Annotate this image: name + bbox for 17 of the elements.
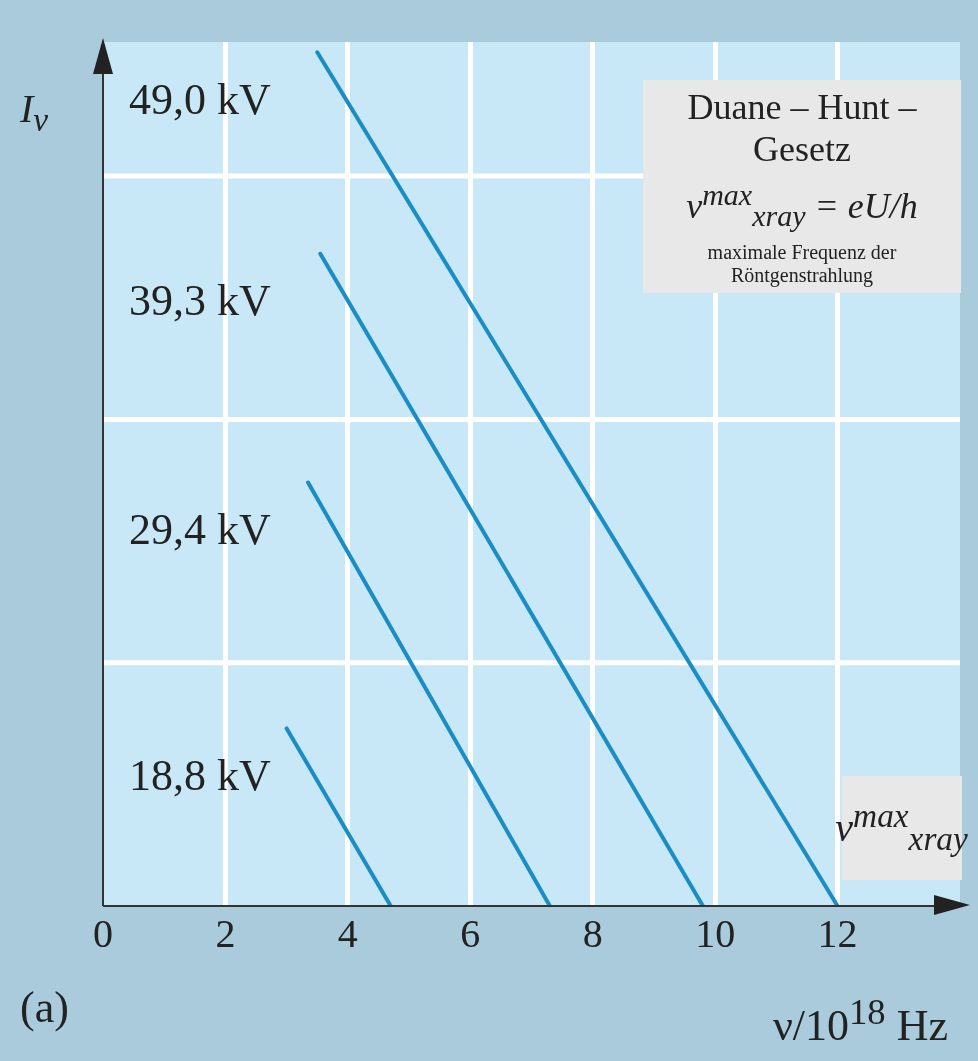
- series-label: 39,3 kV: [129, 276, 271, 326]
- x-tick-label: 2: [215, 910, 236, 956]
- annotation: maximale Frequenz der Röntgenstrahlung: [706, 241, 898, 288]
- annotation: Duane – Hunt – Gesetz: [686, 86, 918, 170]
- x-tick-label: 6: [460, 910, 481, 956]
- text: (a): [20, 982, 69, 1033]
- annotation: ν$^{max}$$_{xray}$ = eU/h: [685, 178, 919, 234]
- x-tick-label: 12: [817, 910, 858, 956]
- x-tick-label: 10: [695, 910, 736, 956]
- series-label: 18,8 kV: [129, 750, 271, 800]
- x-tick-label: 8: [582, 910, 603, 956]
- x-tick-label: 4: [337, 910, 358, 956]
- series-label: 49,0 kV: [129, 74, 271, 124]
- x-axis-title: ν/10$^{18}$ Hz: [772, 990, 948, 1051]
- x-tick-label: 0: [93, 910, 113, 956]
- series-label: 29,4 kV: [129, 505, 271, 555]
- y-axis-title: I$_{ν}$: [20, 85, 49, 139]
